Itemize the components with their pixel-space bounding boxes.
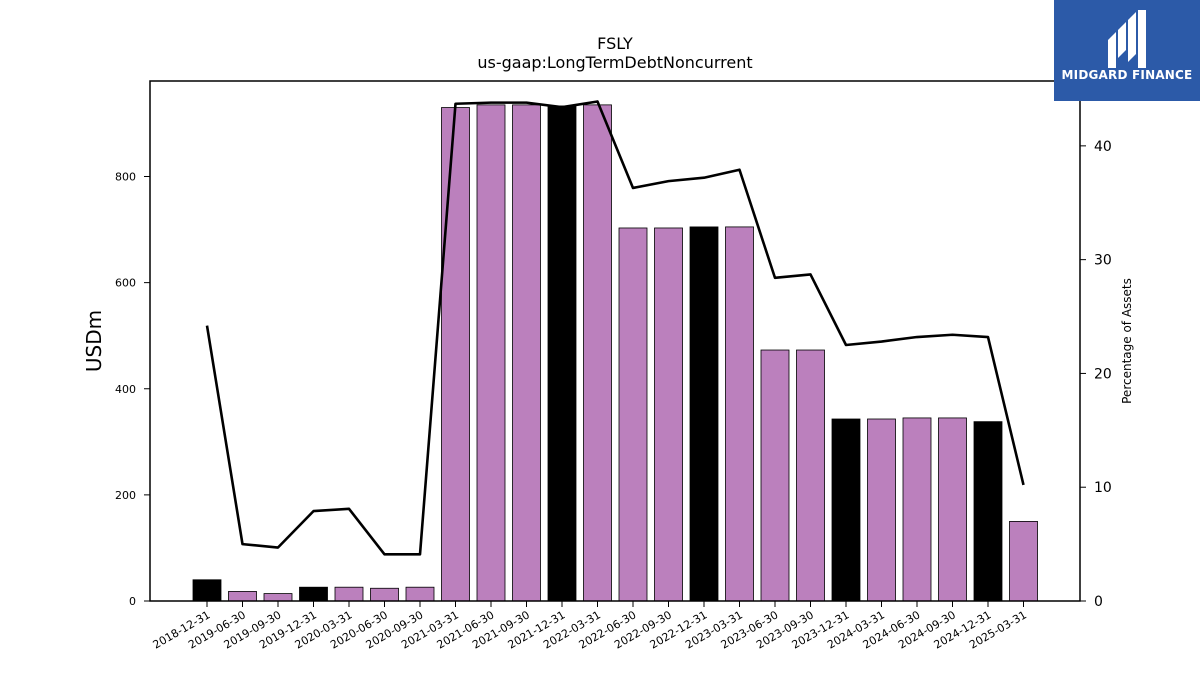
plot-frame: [149, 80, 1081, 602]
bar-2020-09-30: [405, 586, 435, 602]
y2-tick-label: 10: [1094, 480, 1112, 496]
chart-subtitle: us-gaap:LongTermDebtNoncurrent: [477, 53, 752, 72]
bar-2024-06-30: [902, 417, 932, 602]
bar-2022-09-30: [654, 227, 683, 602]
bar-group: [192, 104, 1038, 602]
logo-mark-icon: [1108, 10, 1146, 68]
bar-2025-03-31: [1009, 521, 1038, 602]
bar-2024-03-31: [867, 418, 896, 602]
bar-2019-12-31: [299, 586, 328, 602]
bar-2021-12-31: [547, 105, 577, 602]
y-tick-label: 400: [115, 383, 136, 396]
y-tick-label: 600: [115, 277, 136, 290]
y2-axis-label: Percentage of Assets: [1120, 278, 1134, 404]
y2-tick-label: 40: [1094, 139, 1112, 155]
bar-2021-03-31: [441, 107, 470, 602]
brand-logo: MIDGARD FINANCE: [1054, 0, 1200, 101]
y-tick-label: 0: [129, 595, 136, 608]
bar-2024-12-31: [973, 421, 1003, 602]
y-tick-label: 200: [115, 489, 136, 502]
x-axis: 2018-12-312019-06-302019-09-302019-12-31…: [151, 601, 1029, 652]
bar-2023-09-30: [796, 349, 825, 602]
bar-2023-06-30: [760, 349, 790, 602]
bar-2020-06-30: [370, 587, 399, 602]
right-axis: 0 10 20 30 40: [1080, 139, 1112, 610]
logo-text: MIDGARD FINANCE: [1061, 68, 1193, 82]
line-group: [205, 100, 1025, 556]
chart-title: FSLY: [597, 34, 633, 53]
bar-2021-06-30: [476, 104, 506, 602]
y2-tick-label: 0: [1094, 594, 1103, 610]
bar-2022-06-30: [618, 227, 648, 602]
y2-tick-label: 30: [1094, 253, 1112, 269]
bar-2019-06-30: [228, 591, 257, 602]
bar-2022-12-31: [689, 226, 719, 602]
bar-2024-09-30: [938, 417, 967, 602]
y-tick-label: 800: [115, 171, 136, 184]
bar-2018-12-31: [192, 579, 222, 602]
y-axis-label: USDm: [82, 310, 106, 372]
bar-2021-09-30: [512, 104, 541, 602]
bar-2020-03-31: [334, 586, 364, 602]
bar-2023-12-31: [831, 418, 861, 602]
y2-tick-label: 20: [1094, 366, 1112, 382]
bar-2022-03-31: [583, 104, 612, 602]
left-axis: 0 200 400 600 800: [115, 171, 150, 608]
percentage-line: [205, 100, 1025, 556]
bar-2019-09-30: [263, 593, 293, 602]
bar-2023-03-31: [725, 226, 754, 602]
